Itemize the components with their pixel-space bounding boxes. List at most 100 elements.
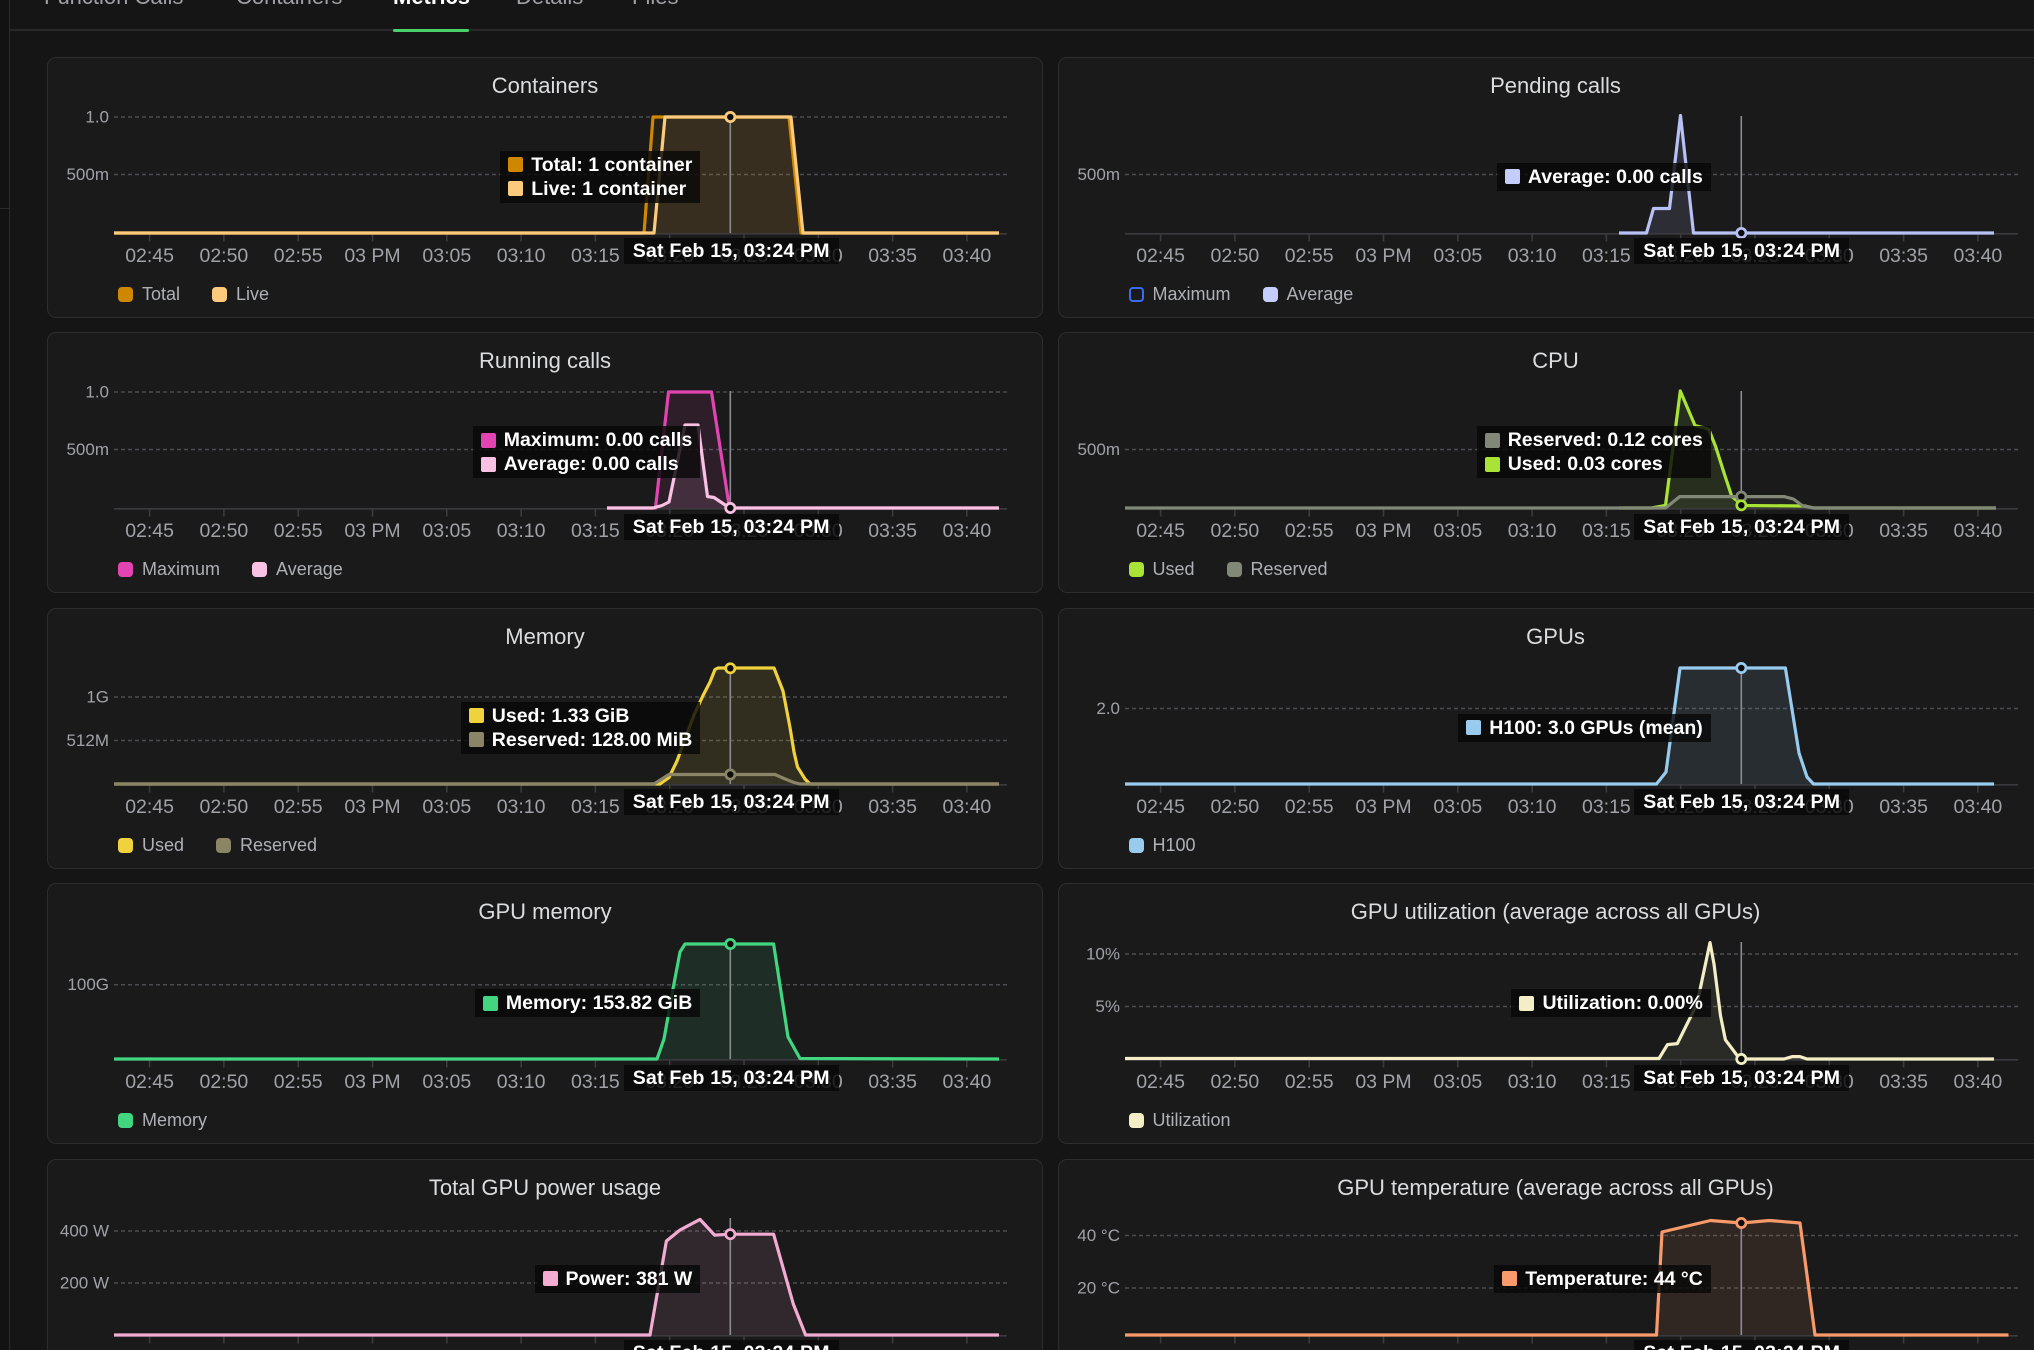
svg-text:02:50: 02:50 [1210, 245, 1259, 267]
svg-text:5%: 5% [1095, 997, 1120, 1016]
svg-text:03:10: 03:10 [497, 1347, 546, 1350]
svg-text:02:45: 02:45 [125, 796, 174, 818]
svg-text:03:40: 03:40 [1953, 796, 2002, 818]
svg-text:02:45: 02:45 [125, 520, 174, 542]
svg-text:02:50: 02:50 [199, 796, 248, 818]
svg-text:03:10: 03:10 [1507, 1071, 1556, 1093]
svg-text:02:50: 02:50 [1210, 796, 1259, 818]
svg-text:03:40: 03:40 [1953, 1347, 2002, 1350]
svg-text:03:35: 03:35 [868, 245, 917, 267]
svg-text:03:35: 03:35 [868, 520, 917, 542]
svg-text:02:55: 02:55 [274, 796, 323, 818]
svg-text:200 W: 200 W [60, 1273, 109, 1292]
svg-text:03:05: 03:05 [1433, 520, 1482, 542]
svg-text:03:15: 03:15 [1581, 796, 1630, 818]
svg-text:500m: 500m [1077, 440, 1120, 459]
svg-text:02:50: 02:50 [1210, 520, 1259, 542]
svg-text:02:55: 02:55 [274, 1071, 323, 1093]
svg-text:02:55: 02:55 [274, 1347, 323, 1350]
svg-text:03:40: 03:40 [942, 245, 991, 267]
svg-text:02:55: 02:55 [1284, 796, 1333, 818]
svg-text:03:35: 03:35 [1879, 245, 1928, 267]
svg-text:03 PM: 03 PM [1355, 245, 1411, 267]
svg-text:02:50: 02:50 [199, 1071, 248, 1093]
svg-text:03:15: 03:15 [571, 520, 620, 542]
svg-text:500m: 500m [66, 165, 109, 184]
svg-text:03:15: 03:15 [1581, 520, 1630, 542]
svg-text:03:10: 03:10 [497, 1071, 546, 1093]
svg-text:02:50: 02:50 [1210, 1071, 1259, 1093]
svg-text:02:50: 02:50 [199, 520, 248, 542]
svg-text:03:05: 03:05 [422, 1071, 471, 1093]
svg-text:03:05: 03:05 [422, 796, 471, 818]
svg-text:02:45: 02:45 [125, 245, 174, 267]
svg-text:02:55: 02:55 [274, 245, 323, 267]
svg-text:03:10: 03:10 [1507, 520, 1556, 542]
svg-text:03:05: 03:05 [1433, 245, 1482, 267]
svg-text:03:40: 03:40 [1953, 1071, 2002, 1093]
svg-text:02:55: 02:55 [274, 520, 323, 542]
svg-text:03:40: 03:40 [942, 796, 991, 818]
svg-text:03 PM: 03 PM [1355, 796, 1411, 818]
svg-text:03:05: 03:05 [422, 520, 471, 542]
svg-text:03:10: 03:10 [497, 245, 546, 267]
svg-text:02:45: 02:45 [125, 1347, 174, 1350]
svg-text:02:55: 02:55 [1284, 1347, 1333, 1350]
svg-text:400 W: 400 W [60, 1221, 109, 1240]
svg-text:03:10: 03:10 [1507, 245, 1556, 267]
svg-text:1G: 1G [86, 687, 109, 706]
svg-text:02:45: 02:45 [1136, 245, 1185, 267]
svg-text:20 °C: 20 °C [1077, 1278, 1120, 1297]
svg-text:03:40: 03:40 [942, 1071, 991, 1093]
svg-text:03:35: 03:35 [868, 1071, 917, 1093]
svg-text:02:55: 02:55 [1284, 520, 1333, 542]
svg-text:1.0: 1.0 [85, 107, 109, 126]
svg-text:03:35: 03:35 [1879, 520, 1928, 542]
svg-text:03:05: 03:05 [422, 1347, 471, 1350]
svg-text:03:40: 03:40 [1953, 245, 2002, 267]
svg-text:2.0: 2.0 [1096, 699, 1120, 718]
svg-text:02:55: 02:55 [1284, 245, 1333, 267]
svg-text:03 PM: 03 PM [344, 520, 400, 542]
svg-text:03:15: 03:15 [1581, 1071, 1630, 1093]
svg-text:03 PM: 03 PM [344, 245, 400, 267]
svg-text:03 PM: 03 PM [1355, 520, 1411, 542]
svg-text:03:40: 03:40 [942, 520, 991, 542]
svg-text:10%: 10% [1085, 945, 1119, 964]
svg-text:03:40: 03:40 [942, 1347, 991, 1350]
svg-text:03:15: 03:15 [571, 1071, 620, 1093]
svg-text:03:35: 03:35 [868, 796, 917, 818]
svg-text:03:15: 03:15 [1581, 245, 1630, 267]
svg-text:02:45: 02:45 [1136, 1071, 1185, 1093]
svg-text:03 PM: 03 PM [1355, 1347, 1411, 1350]
svg-text:02:45: 02:45 [125, 1071, 174, 1093]
svg-text:03:10: 03:10 [1507, 1347, 1556, 1350]
svg-text:03:05: 03:05 [1433, 1347, 1482, 1350]
svg-text:03:35: 03:35 [1879, 1347, 1928, 1350]
svg-text:03:05: 03:05 [1433, 1071, 1482, 1093]
svg-text:03 PM: 03 PM [344, 796, 400, 818]
svg-text:03:10: 03:10 [1507, 796, 1556, 818]
svg-text:02:45: 02:45 [1136, 1347, 1185, 1350]
svg-text:03 PM: 03 PM [1355, 1071, 1411, 1093]
svg-text:03:15: 03:15 [571, 1347, 620, 1350]
svg-text:40 °C: 40 °C [1077, 1226, 1120, 1245]
svg-text:03:05: 03:05 [1433, 796, 1482, 818]
svg-text:03:35: 03:35 [868, 1347, 917, 1350]
svg-text:02:45: 02:45 [1136, 796, 1185, 818]
svg-text:03:35: 03:35 [1879, 796, 1928, 818]
svg-text:02:50: 02:50 [199, 245, 248, 267]
svg-text:500m: 500m [1077, 165, 1120, 184]
svg-text:03:10: 03:10 [497, 520, 546, 542]
svg-text:500m: 500m [66, 440, 109, 459]
svg-text:03:05: 03:05 [422, 245, 471, 267]
svg-text:03:40: 03:40 [1953, 520, 2002, 542]
svg-text:02:45: 02:45 [1136, 520, 1185, 542]
svg-text:02:55: 02:55 [1284, 1071, 1333, 1093]
svg-text:03 PM: 03 PM [344, 1071, 400, 1093]
svg-text:03:35: 03:35 [1879, 1071, 1928, 1093]
svg-text:1.0: 1.0 [85, 383, 109, 402]
svg-text:02:50: 02:50 [1210, 1347, 1259, 1350]
svg-text:03 PM: 03 PM [344, 1347, 400, 1350]
svg-text:512M: 512M [66, 731, 109, 750]
